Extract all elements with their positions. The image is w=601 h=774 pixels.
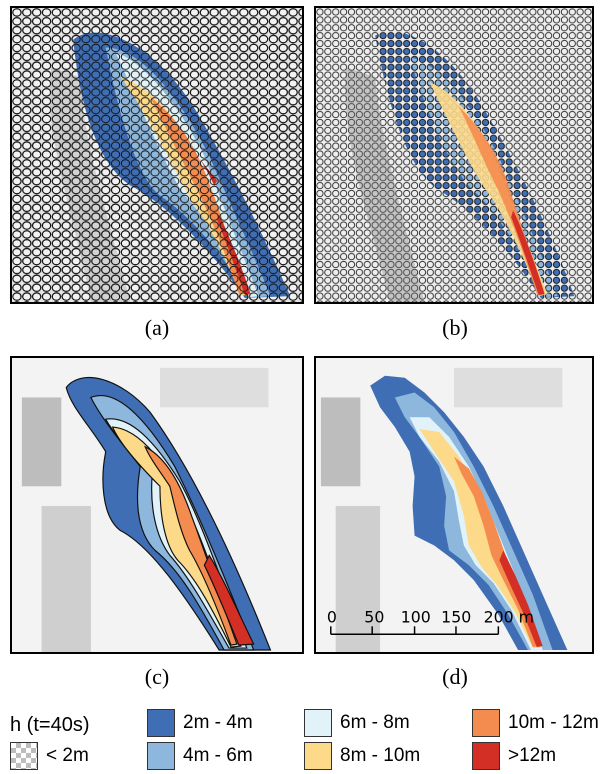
legend-swatch-gt-12 [472, 742, 500, 770]
terrain-patch-c1 [21, 397, 62, 487]
caption-c: (c) [144, 664, 170, 689]
scale-bar-label: 100 [401, 607, 431, 626]
legend-swatch-8-10 [304, 742, 332, 770]
mesh-overlay [12, 8, 302, 302]
terrain-patch-c3 [159, 367, 269, 408]
legend-swatch-10-12 [472, 709, 500, 737]
caption-b: (b) [442, 315, 468, 340]
legend-swatch-2-4 [147, 709, 175, 737]
panel-d: 0 50 100 150 200 m [314, 356, 594, 654]
panel-c-map [12, 358, 302, 652]
legend-label-6-8: 6m - 8m [340, 712, 410, 733]
panel-d-map: 0 50 100 150 200 m [316, 358, 592, 652]
scale-bar: 0 50 100 150 200 m [327, 607, 534, 635]
scale-bar-label: 150 [441, 607, 471, 626]
legend-label-4-6: 4m - 6m [183, 745, 253, 766]
legend-swatch-6-8 [304, 709, 332, 737]
particles-8-10 [429, 81, 548, 297]
particles-10-12 [458, 106, 543, 295]
raster-10-12 [454, 456, 538, 648]
legend-label-lt-2: < 2m [46, 745, 89, 766]
scale-bar-label: 0 [327, 607, 337, 626]
legend-swatch-4-6 [147, 742, 175, 770]
contour-gt-12 [203, 554, 255, 646]
terrain-patch-d1 [320, 397, 361, 487]
legend-label-8-10: 8m - 10m [340, 745, 421, 766]
legend-label-2-4: 2m - 4m [183, 712, 253, 733]
caption-d: (d) [442, 664, 468, 689]
panel-b [314, 6, 594, 304]
caption-a: (a) [144, 315, 170, 340]
legend-label-10-12: 10m - 12m [508, 712, 599, 733]
contour-10-12 [144, 445, 238, 646]
scale-bar-label: 200 m [484, 607, 534, 626]
legend-swatch-lt-2 [10, 742, 38, 770]
panel-b-map [316, 8, 592, 302]
scale-bar-label: 50 [364, 607, 384, 626]
terrain-patch-d3 [454, 367, 563, 408]
legend-label-gt-12: >12m [508, 745, 557, 766]
raster-gt-12 [499, 550, 543, 648]
terrain-patch-d2 [335, 505, 381, 652]
legend-title: h (t=40s) [10, 714, 90, 736]
panel-a-map [12, 8, 302, 302]
panel-c [10, 356, 304, 654]
particles-gt-12 [511, 210, 545, 296]
panel-a [10, 6, 304, 304]
terrain-shade-b [344, 67, 425, 302]
terrain-patch-c2 [41, 505, 91, 652]
